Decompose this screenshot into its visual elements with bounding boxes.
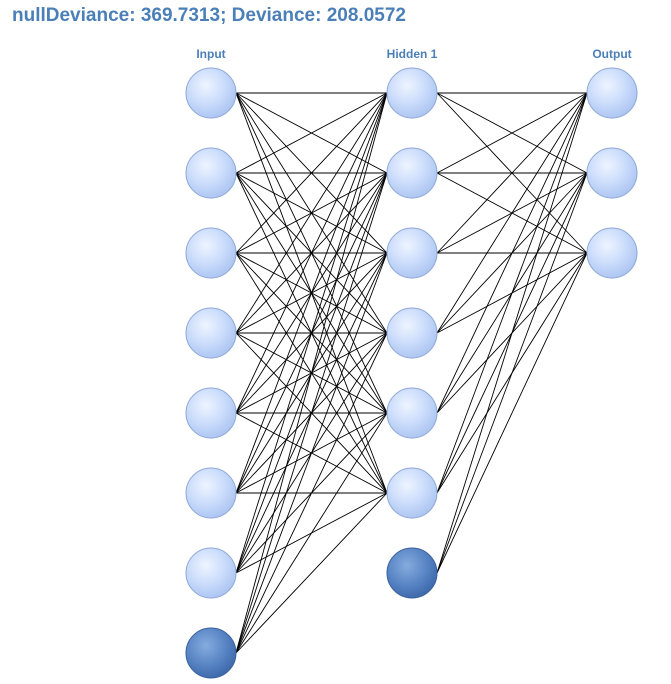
node-layer-1-0 xyxy=(386,67,438,119)
edge-l1-n6-to-l2-n2 xyxy=(436,252,588,574)
edge-l0-n7-to-l1-n5 xyxy=(235,492,388,654)
network-title: nullDeviance: 369.7313; Deviance: 208.05… xyxy=(12,5,406,26)
edges-group xyxy=(235,92,588,654)
edge-l0-n5-to-l1-n0 xyxy=(235,92,388,494)
layer-label-2: Output xyxy=(592,47,631,61)
edge-l1-n4-to-l2-n0 xyxy=(436,92,588,414)
edge-l0-n2-to-l1-n0 xyxy=(235,92,388,254)
edge-l1-n1-to-l2-n0 xyxy=(436,92,588,174)
edge-l0-n1-to-l1-n0 xyxy=(235,92,388,174)
edge-l1-n3-to-l2-n0 xyxy=(436,92,588,334)
node-layer-1-2 xyxy=(386,227,438,279)
edge-l0-n4-to-l1-n0 xyxy=(235,92,388,414)
node-layer-1-5 xyxy=(386,467,438,519)
node-layer-1-3 xyxy=(386,307,438,359)
edge-l1-n6-to-l2-n1 xyxy=(436,172,588,574)
node-layer-0-1 xyxy=(185,147,237,199)
edge-l0-n7-to-l1-n0 xyxy=(235,92,388,654)
edge-l0-n7-to-l1-n3 xyxy=(235,332,388,654)
bias-node-layer-1 xyxy=(386,547,438,599)
edge-l1-n6-to-l2-n0 xyxy=(436,92,588,574)
layer-labels-group: Input Hidden 1 Output xyxy=(196,47,631,61)
node-layer-0-4 xyxy=(185,387,237,439)
edge-l0-n7-to-l1-n1 xyxy=(235,172,388,654)
node-layer-2-2 xyxy=(586,227,638,279)
node-layer-2-0 xyxy=(586,67,638,119)
edge-l0-n7-to-l1-n4 xyxy=(235,412,388,654)
bias-node-layer-0 xyxy=(185,627,237,679)
edge-l1-n2-to-l2-n0 xyxy=(436,92,588,254)
node-layer-0-2 xyxy=(185,227,237,279)
node-layer-1-1 xyxy=(386,147,438,199)
layer-label-0: Input xyxy=(196,47,225,61)
edge-l1-n5-to-l2-n0 xyxy=(436,92,588,494)
edge-l0-n7-to-l1-n2 xyxy=(235,252,388,654)
node-layer-0-0 xyxy=(185,67,237,119)
node-layer-0-5 xyxy=(185,467,237,519)
node-layer-1-4 xyxy=(386,387,438,439)
edge-l0-n6-to-l1-n0 xyxy=(235,92,388,574)
layer-label-1: Hidden 1 xyxy=(387,47,438,61)
nodes-group xyxy=(185,67,638,679)
node-layer-0-6 xyxy=(185,547,237,599)
edge-l0-n3-to-l1-n0 xyxy=(235,92,388,334)
node-layer-2-1 xyxy=(586,147,638,199)
node-layer-0-3 xyxy=(185,307,237,359)
